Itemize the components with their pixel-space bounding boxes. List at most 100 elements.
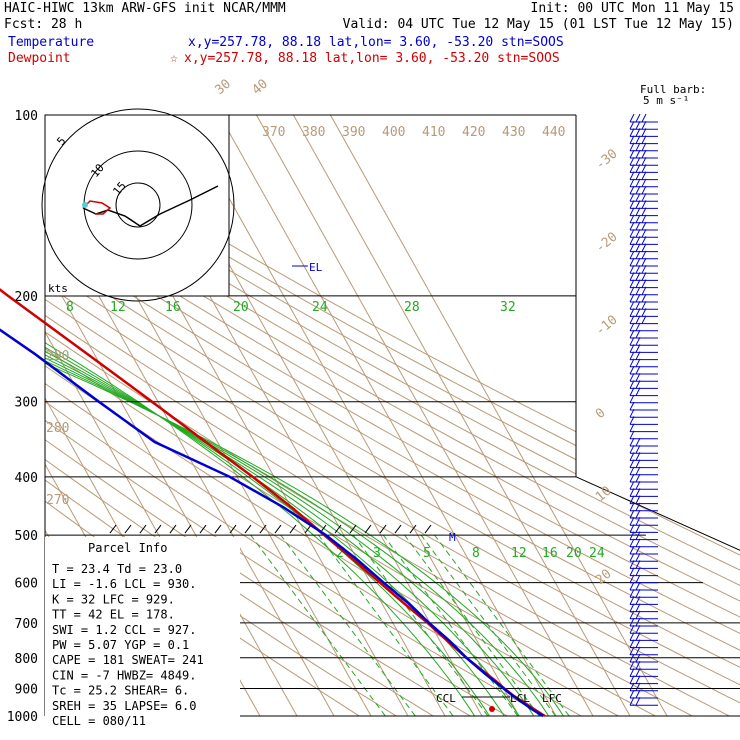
sounding-profiles bbox=[0, 265, 546, 718]
hodograph-frame bbox=[44, 114, 230, 297]
wind-barb-flag bbox=[629, 221, 635, 231]
wind-barb-flag bbox=[629, 509, 635, 519]
wind-barb-flag bbox=[629, 660, 635, 670]
wind-barb-flag bbox=[629, 567, 635, 576]
pressure-tick-label: 500 bbox=[15, 529, 38, 544]
wind-barb-flag bbox=[629, 315, 635, 324]
wind-barb-flag bbox=[635, 610, 641, 620]
wind-barb-flag bbox=[641, 264, 647, 274]
wind-barb-flag bbox=[629, 387, 635, 396]
wind-barb-flag bbox=[629, 171, 635, 180]
wind-barb-flag bbox=[635, 495, 641, 504]
wind-barb-flag bbox=[635, 308, 641, 317]
dry-adiabat-line bbox=[45, 115, 740, 716]
wind-barb-flag bbox=[635, 279, 641, 288]
theta-side-label: 270 bbox=[46, 493, 69, 508]
wind-barb-flag bbox=[629, 142, 635, 152]
wind-barb-flag bbox=[641, 272, 647, 281]
frame-hatch bbox=[289, 524, 297, 534]
wind-barb-flag bbox=[629, 639, 635, 648]
dry-adiabat-line bbox=[45, 115, 693, 716]
frame-hatch bbox=[139, 524, 147, 534]
frame-hatch bbox=[259, 524, 267, 534]
wind-barb-flag bbox=[635, 624, 641, 634]
isotherm-line bbox=[219, 115, 557, 716]
wind-barb-flag bbox=[635, 689, 641, 699]
moist-adiabat-label: 12 bbox=[110, 300, 126, 315]
isotherm-label: -30 bbox=[593, 146, 621, 173]
header-forecast: Fcst: 28 h bbox=[4, 17, 82, 32]
frame-hatch bbox=[379, 524, 387, 534]
wind-barb-flag bbox=[629, 200, 635, 209]
wind-barb-flag bbox=[641, 200, 647, 209]
wind-barb-flag bbox=[629, 603, 635, 612]
wind-barb-flag bbox=[635, 243, 641, 252]
wind-barb-flag bbox=[635, 156, 641, 166]
dewpoint-profile bbox=[0, 328, 544, 718]
wind-barb-flag bbox=[629, 308, 635, 317]
mixing-ratio-label: 16 bbox=[542, 546, 558, 561]
ccl-marker: CCL bbox=[436, 692, 456, 705]
wind-barb-flag bbox=[629, 192, 635, 202]
wind-barb-flag bbox=[635, 171, 641, 180]
wind-barb-flag bbox=[635, 113, 641, 123]
isotherm-label: 0 bbox=[593, 406, 609, 423]
hodograph-ring bbox=[41, 108, 235, 302]
isotherm-label: 10 bbox=[593, 484, 615, 506]
wind-barb-flag bbox=[641, 207, 647, 216]
parcel-info-row: CELL = 080/11 bbox=[52, 714, 146, 728]
wind-barb-flag bbox=[629, 322, 635, 332]
wind-barb-flag bbox=[629, 207, 635, 216]
wind-barb-flag bbox=[635, 214, 641, 224]
wind-barb-flag bbox=[629, 444, 635, 454]
wind-barb-flag bbox=[635, 574, 641, 584]
wind-barb-flag bbox=[635, 344, 641, 353]
mixing-ratio-label: 3 bbox=[373, 546, 381, 561]
wind-barb-flag bbox=[629, 185, 635, 195]
wind-barb-flag bbox=[635, 516, 641, 526]
legend-dewpoint-star: ☆ bbox=[170, 51, 178, 66]
wind-barb-flag bbox=[635, 264, 641, 274]
frame-hatch bbox=[109, 524, 117, 534]
theta-label: 370 bbox=[262, 125, 285, 140]
dry-adiabat-line bbox=[45, 115, 740, 716]
wind-barb-flag bbox=[635, 128, 641, 137]
theta-label: 380 bbox=[302, 125, 325, 140]
wind-barb-flag bbox=[629, 336, 635, 346]
dry-adiabat-line bbox=[45, 115, 740, 716]
parcel-info-row: T = 23.4 Td = 23.0 bbox=[52, 562, 182, 576]
frame-hatch bbox=[334, 524, 342, 534]
dry-adiabat-line bbox=[45, 115, 582, 716]
wind-barb-flag bbox=[635, 444, 641, 454]
wind-barb-flag bbox=[629, 675, 635, 684]
dry-adiabat-line bbox=[45, 115, 740, 716]
wind-barb-flag bbox=[635, 315, 641, 324]
wind-barb-flag bbox=[641, 286, 647, 296]
wind-barb-flag bbox=[635, 387, 641, 396]
wind-barb-flag bbox=[635, 488, 641, 497]
wind-barb-flag bbox=[629, 351, 635, 360]
theta-label: 420 bbox=[462, 125, 485, 140]
wind-barb-flag bbox=[629, 624, 635, 634]
wind-barb-flag bbox=[629, 264, 635, 274]
wind-barb-flag bbox=[629, 430, 635, 440]
pressure-tick-label: 200 bbox=[15, 290, 38, 305]
wind-barb-flag bbox=[629, 581, 635, 591]
wind-barb-flag bbox=[635, 560, 641, 569]
wind-barb-flag bbox=[635, 596, 641, 605]
wind-barb-flag bbox=[635, 257, 641, 267]
mixing-ratio-label: 2 bbox=[336, 546, 344, 561]
wind-barb-flag bbox=[629, 300, 635, 310]
wind-barb-flag bbox=[635, 581, 641, 591]
wind-barb-flag bbox=[635, 524, 641, 533]
isotherm-line bbox=[293, 115, 631, 716]
dry-adiabat-line bbox=[45, 115, 740, 716]
frame-hatch bbox=[169, 524, 177, 534]
wind-barb-flag bbox=[641, 236, 647, 245]
isotherm-label: -20 bbox=[593, 229, 621, 256]
wind-barbs bbox=[629, 113, 658, 706]
wind-barb-flag bbox=[635, 185, 641, 195]
wind-barb-flag bbox=[629, 380, 635, 389]
wind-barb-flag bbox=[635, 372, 641, 382]
